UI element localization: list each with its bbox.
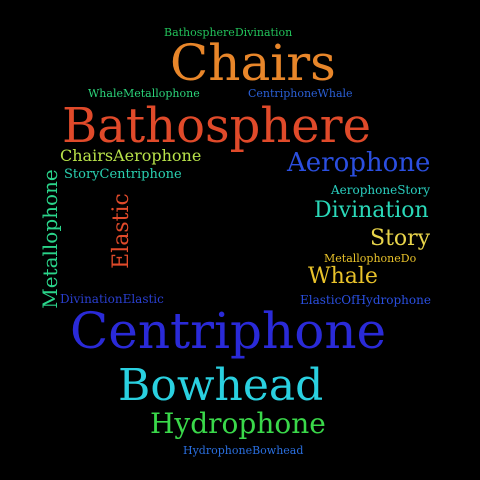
word-bathosphere: Bathosphere (62, 98, 372, 154)
word-chairs-aerophone: ChairsAerophone (60, 146, 202, 165)
word-bowhead: Bowhead (118, 360, 324, 411)
word-story: Story (370, 226, 431, 251)
word-story-centriphone: StoryCentriphone (64, 167, 182, 182)
word-hydrophone-bowhead: HydrophoneBowhead (183, 444, 304, 457)
word-elastic: Elastic (108, 193, 134, 269)
word-divination: Divination (314, 198, 429, 223)
word-chairs: Chairs (170, 34, 336, 92)
word-elastic-of-hydrophone: ElasticOfHydrophone (300, 293, 431, 307)
word-hydrophone: Hydrophone (150, 407, 326, 440)
word-divination-elastic: DivinationElastic (60, 292, 164, 306)
word-centriphone-whale: CentriphoneWhale (248, 87, 353, 100)
word-whale: Whale (308, 264, 378, 289)
word-bathosphere-divination: BathosphereDivination (164, 26, 293, 39)
word-aerophone-story: AerophoneStory (331, 183, 430, 197)
word-metallophone-do: MetallophoneDo (324, 252, 417, 265)
word-centriphone: Centriphone (70, 302, 387, 360)
word-metallophone: Metallophone (37, 169, 62, 309)
word-aerophone: Aerophone (287, 148, 431, 178)
word-whale-metallophone: WhaleMetallophone (88, 87, 200, 100)
